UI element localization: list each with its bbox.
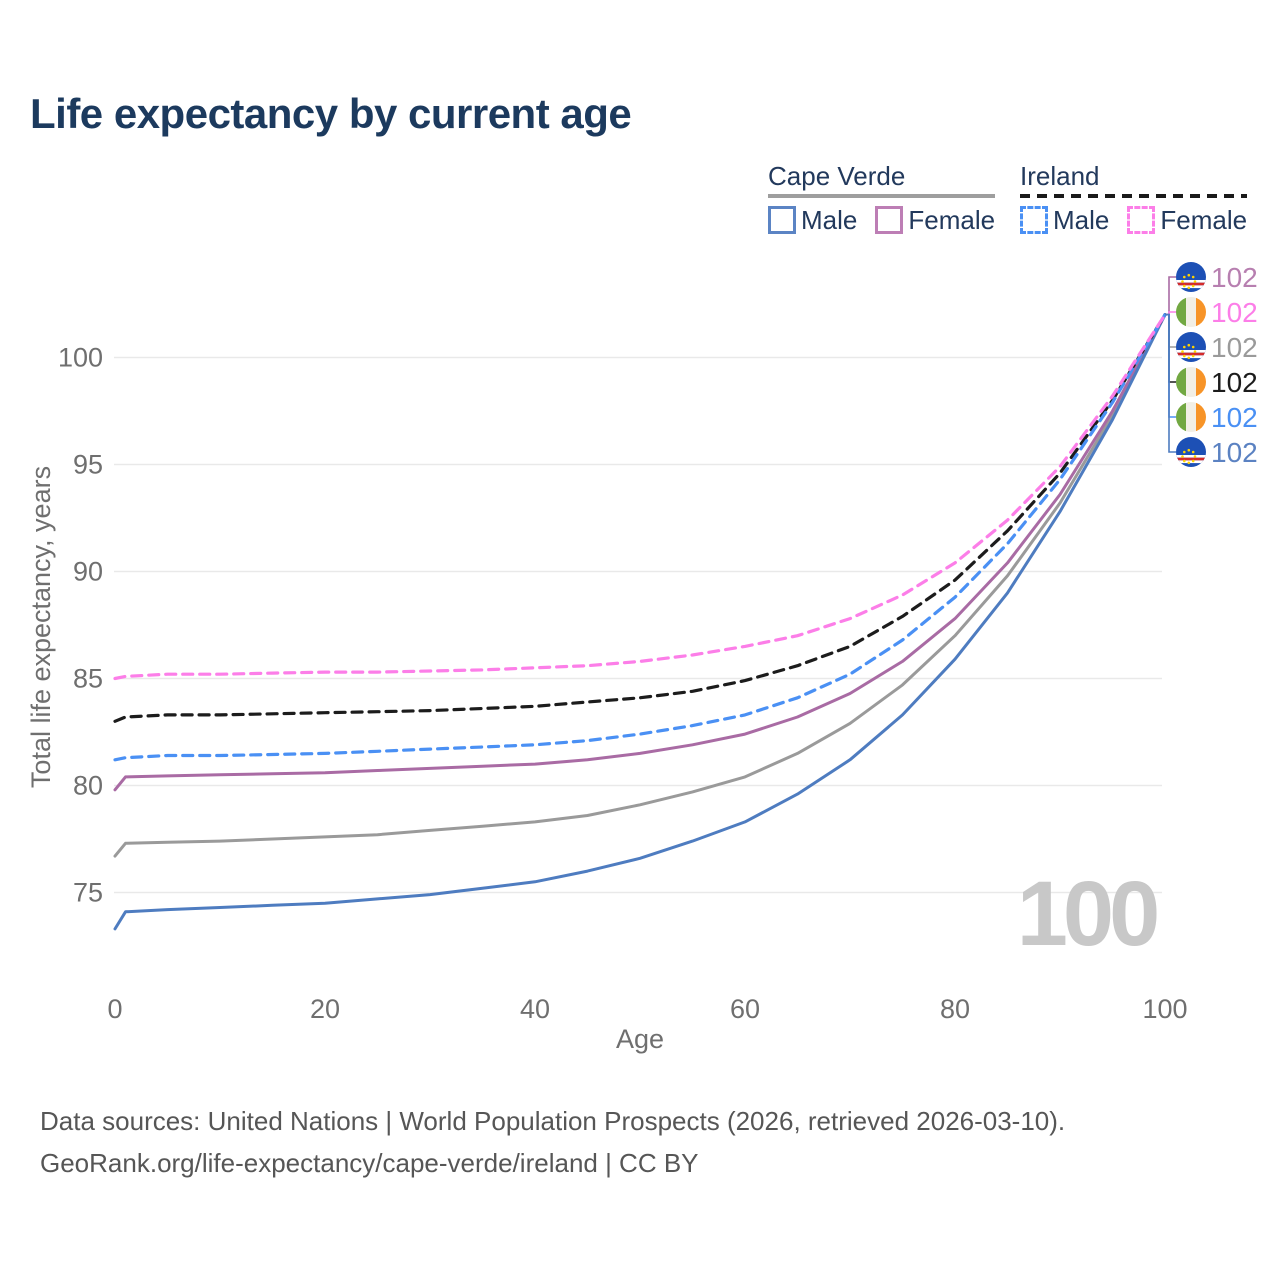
legend-item-cape-verde-female[interactable]: Female: [875, 205, 995, 236]
female-dashed-swatch-icon: [1127, 206, 1156, 235]
legend-title-ireland: Ireland: [1020, 161, 1100, 191]
end-value-label-ireland-total: 102: [1211, 367, 1258, 398]
y-tick-label: 80: [73, 771, 103, 801]
series-line-ireland-female[interactable]: [113, 313, 1167, 681]
end-value-label-ireland-female: 102: [1211, 297, 1258, 328]
legend-item-ireland-male[interactable]: Male: [1020, 205, 1109, 236]
age-frame-watermark: 100: [1016, 863, 1161, 965]
x-tick-label: 40: [520, 994, 550, 1024]
y-tick-label: 85: [73, 664, 103, 694]
y-axis-title: Total life expectancy, years: [26, 466, 56, 788]
y-tick-label: 95: [73, 450, 103, 480]
female-solid-swatch-icon: [875, 206, 904, 235]
leader-line-cape-verde-female: [1165, 276, 1176, 316]
x-tick-label: 60: [730, 994, 760, 1024]
series-line-cape-verde-female[interactable]: [113, 313, 1167, 792]
y-tick-label: 100: [58, 343, 103, 373]
x-tick-label: 100: [1142, 994, 1187, 1024]
ireland-dashed-line-swatch: [1020, 193, 1248, 198]
y-tick-label: 90: [73, 557, 103, 587]
series-line-cape-verde-male[interactable]: [113, 313, 1167, 931]
x-tick-label: 20: [310, 994, 340, 1024]
x-tick-label: 80: [940, 994, 970, 1024]
x-axis-title: Age: [616, 1024, 664, 1054]
male-solid-swatch-icon: [768, 206, 796, 235]
page-title: Life expectancy by current age: [30, 90, 632, 137]
legend-item-ireland-female[interactable]: Female: [1127, 205, 1247, 236]
x-tick-label: 0: [107, 994, 122, 1024]
end-value-label-cape-verde-male: 102: [1211, 437, 1258, 468]
attribution-link: GeoRank.org/life-expectancy/cape-verde/i…: [40, 1148, 699, 1178]
legend-item-cape-verde-male[interactable]: Male: [768, 205, 857, 236]
ireland-flag-icon: [1176, 402, 1206, 432]
series-line-ireland-total[interactable]: [113, 313, 1167, 723]
series-line-ireland-male[interactable]: [113, 313, 1167, 762]
legend-title-cape-verde: Cape Verde: [768, 161, 906, 191]
series-line-cape-verde-total[interactable]: [113, 313, 1167, 858]
cape-verde-solid-line-swatch: [768, 193, 996, 198]
end-value-label-cape-verde-female: 102: [1211, 262, 1258, 293]
cape-verde-flag-icon: [1176, 437, 1206, 467]
leader-line-ireland-male: [1165, 313, 1176, 418]
leader-line-ireland-total: [1165, 313, 1176, 383]
legend-group-ireland: Ireland Male Female: [1020, 161, 1248, 236]
male-dashed-swatch-icon: [1020, 206, 1048, 235]
leader-line-cape-verde-male: [1165, 313, 1176, 453]
end-value-label-ireland-male: 102: [1211, 402, 1258, 433]
cape-verde-flag-icon: [1176, 262, 1206, 292]
ireland-flag-icon: [1176, 297, 1206, 327]
legend-group-cape-verde: Cape Verde Male Female: [768, 161, 996, 236]
ireland-flag-icon: [1176, 367, 1206, 397]
data-sources-note: Data sources: United Nations | World Pop…: [40, 1106, 1066, 1136]
y-tick-label: 75: [73, 878, 103, 908]
leader-line-cape-verde-total: [1165, 313, 1176, 348]
cape-verde-flag-icon: [1176, 332, 1206, 362]
end-value-label-cape-verde-total: 102: [1211, 332, 1258, 363]
